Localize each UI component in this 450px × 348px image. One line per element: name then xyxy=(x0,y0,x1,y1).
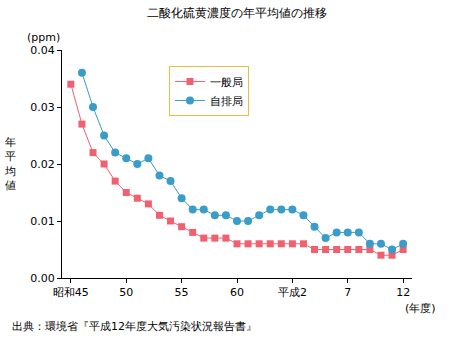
svg-text:昭和45: 昭和45 xyxy=(53,286,89,299)
svg-text:60: 60 xyxy=(230,286,244,299)
svg-text:55: 55 xyxy=(175,286,189,299)
svg-text:0.02: 0.02 xyxy=(30,158,55,171)
svg-text:二酸化硫黄濃度の年平均値の推移: 二酸化硫黄濃度の年平均値の推移 xyxy=(147,6,327,20)
svg-text:(ppm): (ppm) xyxy=(27,31,60,44)
svg-text:50: 50 xyxy=(119,286,133,299)
svg-text:平成2: 平成2 xyxy=(278,286,307,299)
svg-text:出典：環境省『平成12年度大気汚染状況報告書』: 出典：環境省『平成12年度大気汚染状況報告書』 xyxy=(12,320,257,333)
svg-text:0.00: 0.00 xyxy=(30,272,55,285)
svg-text:自排局: 自排局 xyxy=(210,95,243,108)
svg-text:7: 7 xyxy=(344,286,351,299)
svg-text:(年度): (年度) xyxy=(405,302,436,315)
svg-text:0.01: 0.01 xyxy=(30,215,55,228)
svg-text:年平均値: 年平均値 xyxy=(4,136,16,192)
svg-text:0.03: 0.03 xyxy=(30,101,55,114)
svg-text:12: 12 xyxy=(396,286,410,299)
svg-text:0.04: 0.04 xyxy=(30,44,55,57)
svg-text:一般局: 一般局 xyxy=(210,76,243,89)
